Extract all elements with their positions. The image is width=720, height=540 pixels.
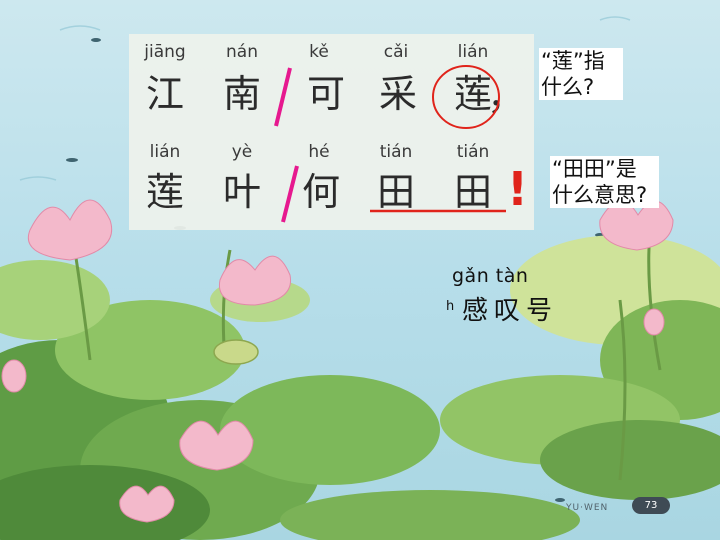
question-note-lian: “莲”指什么?	[539, 48, 623, 100]
pinyin: hé	[308, 142, 330, 162]
pinyin: jiāng	[144, 42, 186, 62]
pinyin: yè	[231, 142, 253, 162]
hanzi: 田	[376, 170, 415, 214]
pinyin: nán	[226, 42, 258, 62]
subject-label: YU·WEN	[566, 503, 609, 513]
gantan-pinyin: gǎn tàn	[452, 265, 529, 287]
hanzi: 采	[378, 72, 417, 116]
lotus-flowers	[1, 199, 674, 523]
hanzi: 田	[453, 170, 492, 214]
hanzi: 叶	[222, 170, 261, 214]
hanzi: 南	[222, 72, 261, 116]
pinyin: tián	[379, 142, 413, 162]
hanzi: 可	[306, 72, 345, 116]
hanzi: 江	[145, 72, 184, 116]
gantan-label: 感叹号	[462, 296, 559, 326]
pinyin: tián	[456, 142, 490, 162]
pinyin: lián	[149, 142, 181, 162]
hanzi: 何	[301, 170, 340, 214]
pinyin: cǎi	[383, 42, 409, 62]
question-note-tiantian: “田田”是什么意思?	[550, 156, 659, 208]
hanzi: 莲	[145, 170, 184, 214]
gantan-pinyin-fragment: h	[446, 299, 455, 314]
pinyin: lián	[457, 42, 489, 62]
comma-punctuation: ，	[486, 74, 525, 118]
lotus-leaves-right	[280, 235, 720, 540]
page-number: 73	[632, 497, 670, 514]
exclamation-mark: !	[507, 162, 528, 216]
lotus-seed-pod	[213, 339, 259, 365]
pinyin: kě	[309, 42, 329, 62]
